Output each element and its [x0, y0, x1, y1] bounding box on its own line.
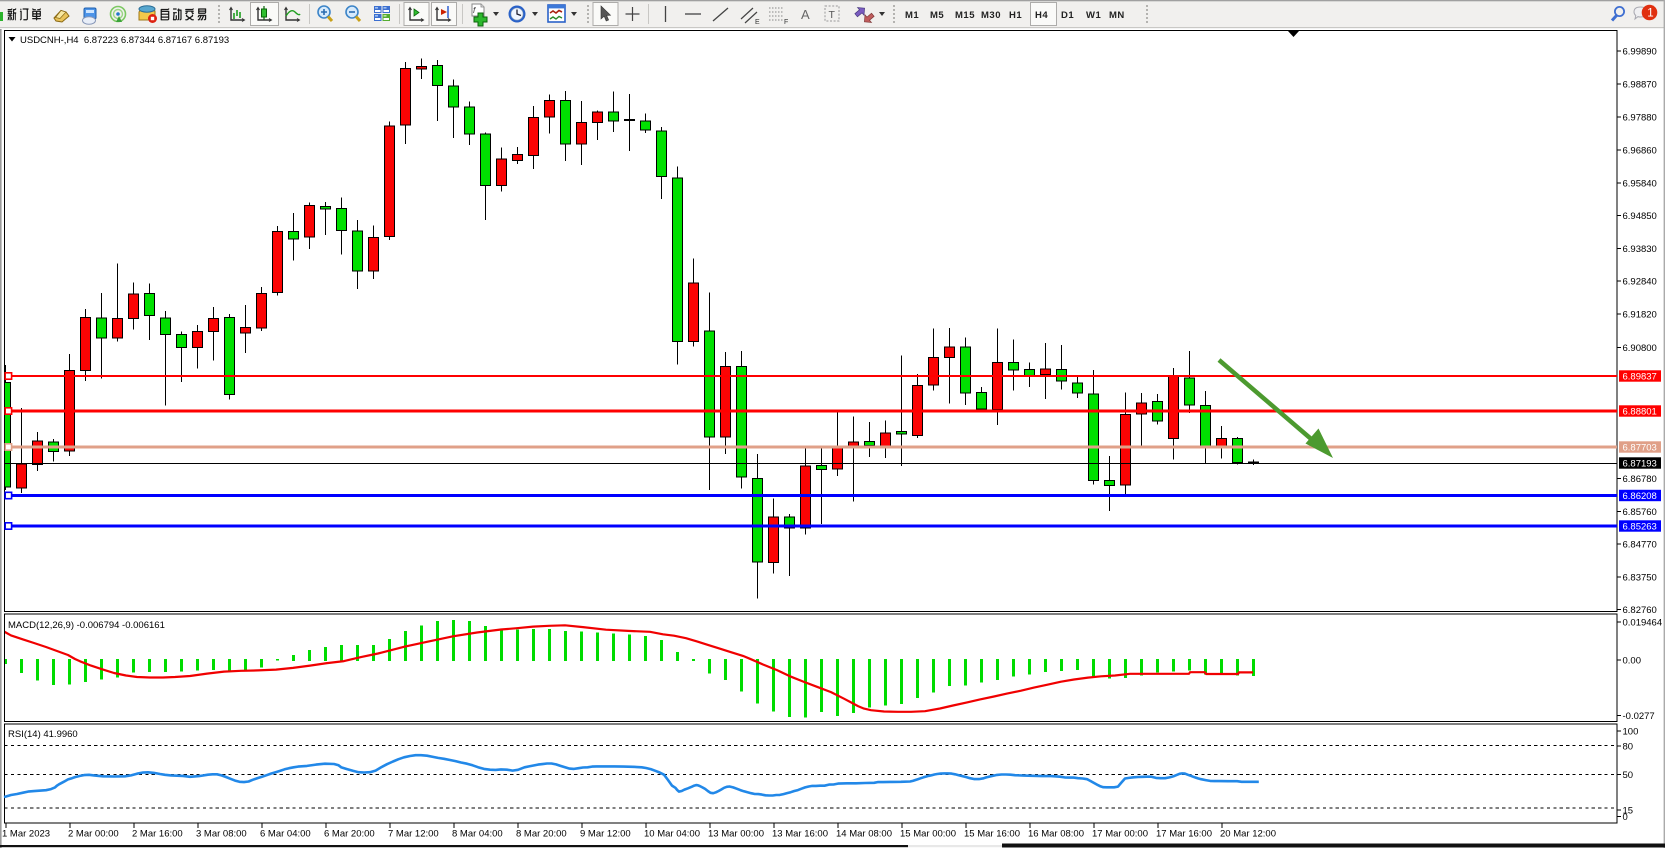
- svg-text:0.00: 0.00: [1623, 655, 1642, 666]
- svg-text:-0.0277: -0.0277: [1623, 711, 1655, 722]
- svg-text:15 Mar 00:00: 15 Mar 00:00: [900, 829, 956, 840]
- svg-text:W1: W1: [1086, 10, 1101, 21]
- svg-text:16 Mar 08:00: 16 Mar 08:00: [1028, 829, 1084, 840]
- svg-text:2 Mar 16:00: 2 Mar 16:00: [132, 829, 183, 840]
- svg-text:0.019464: 0.019464: [1623, 617, 1663, 628]
- svg-text:6.87193: 6.87193: [1623, 459, 1657, 470]
- svg-text:USDCNH-,H4 6.87223 6.87344 6.: USDCNH-,H4 6.87223 6.87344 6.87167 6.871…: [20, 35, 229, 46]
- svg-text:6 Mar 20:00: 6 Mar 20:00: [324, 829, 375, 840]
- svg-text:6.85263: 6.85263: [1623, 522, 1657, 533]
- svg-text:1: 1: [1647, 8, 1653, 20]
- svg-text:D1: D1: [1061, 10, 1074, 21]
- svg-text:6.91820: 6.91820: [1623, 309, 1657, 320]
- svg-text:15 Mar 16:00: 15 Mar 16:00: [964, 829, 1020, 840]
- svg-text:6.96860: 6.96860: [1623, 145, 1657, 156]
- svg-text:6.99890: 6.99890: [1623, 46, 1657, 57]
- svg-text:6.83750: 6.83750: [1623, 572, 1657, 583]
- svg-text:17 Mar 16:00: 17 Mar 16:00: [1156, 829, 1212, 840]
- svg-text:8 Mar 20:00: 8 Mar 20:00: [516, 829, 567, 840]
- svg-text:6 Mar 04:00: 6 Mar 04:00: [260, 829, 311, 840]
- svg-text:H4: H4: [1035, 10, 1048, 21]
- svg-text:8 Mar 04:00: 8 Mar 04:00: [452, 829, 503, 840]
- svg-text:T: T: [829, 9, 836, 21]
- svg-text:F: F: [784, 19, 788, 26]
- svg-text:13 Mar 16:00: 13 Mar 16:00: [772, 829, 828, 840]
- svg-text:3 Mar 08:00: 3 Mar 08:00: [196, 829, 247, 840]
- svg-text:9 Mar 12:00: 9 Mar 12:00: [580, 829, 631, 840]
- svg-text:E: E: [755, 19, 760, 26]
- svg-text:14 Mar 08:00: 14 Mar 08:00: [836, 829, 892, 840]
- svg-text:6.93830: 6.93830: [1623, 244, 1657, 255]
- svg-text:RSI(14) 41.9960: RSI(14) 41.9960: [8, 729, 78, 740]
- svg-text:13 Mar 00:00: 13 Mar 00:00: [708, 829, 764, 840]
- svg-text:6.95840: 6.95840: [1623, 178, 1657, 189]
- svg-text:6.89837: 6.89837: [1623, 372, 1657, 383]
- svg-text:f: f: [473, 6, 476, 15]
- svg-text:M5: M5: [930, 10, 944, 21]
- svg-text:6.84770: 6.84770: [1623, 539, 1657, 550]
- svg-text:6.92840: 6.92840: [1623, 276, 1657, 287]
- svg-text:A: A: [801, 7, 810, 22]
- svg-text:100: 100: [1623, 726, 1639, 737]
- svg-text:M15: M15: [955, 10, 975, 21]
- svg-text:20 Mar 12:00: 20 Mar 12:00: [1220, 829, 1276, 840]
- svg-text:2 Mar 00:00: 2 Mar 00:00: [68, 829, 119, 840]
- svg-text:0: 0: [1623, 812, 1628, 823]
- svg-text:H1: H1: [1009, 10, 1022, 21]
- svg-text:6.87703: 6.87703: [1623, 443, 1657, 454]
- svg-text:6.98870: 6.98870: [1623, 79, 1657, 90]
- svg-text:6.97880: 6.97880: [1623, 112, 1657, 123]
- svg-text:6.94850: 6.94850: [1623, 211, 1657, 222]
- svg-text:7 Mar 12:00: 7 Mar 12:00: [388, 829, 439, 840]
- svg-text:MACD(12,26,9) -0.006794 -0.006: MACD(12,26,9) -0.006794 -0.006161: [8, 620, 165, 631]
- svg-text:6.90800: 6.90800: [1623, 343, 1657, 354]
- svg-text:6.86208: 6.86208: [1623, 491, 1657, 502]
- svg-text:M1: M1: [905, 10, 919, 21]
- svg-text:MN: MN: [1109, 10, 1125, 21]
- svg-text:M30: M30: [981, 10, 1001, 21]
- svg-text:17 Mar 00:00: 17 Mar 00:00: [1092, 829, 1148, 840]
- svg-text:10 Mar 04:00: 10 Mar 04:00: [644, 829, 700, 840]
- svg-text:1 Mar 2023: 1 Mar 2023: [2, 829, 50, 840]
- svg-text:6.82760: 6.82760: [1623, 605, 1657, 616]
- svg-text:6.88801: 6.88801: [1623, 407, 1657, 418]
- svg-text:6.86780: 6.86780: [1623, 474, 1657, 485]
- svg-text:6.85760: 6.85760: [1623, 507, 1657, 518]
- svg-text:15: 15: [1623, 805, 1634, 816]
- svg-text:50: 50: [1623, 770, 1634, 781]
- svg-text:80: 80: [1623, 741, 1634, 752]
